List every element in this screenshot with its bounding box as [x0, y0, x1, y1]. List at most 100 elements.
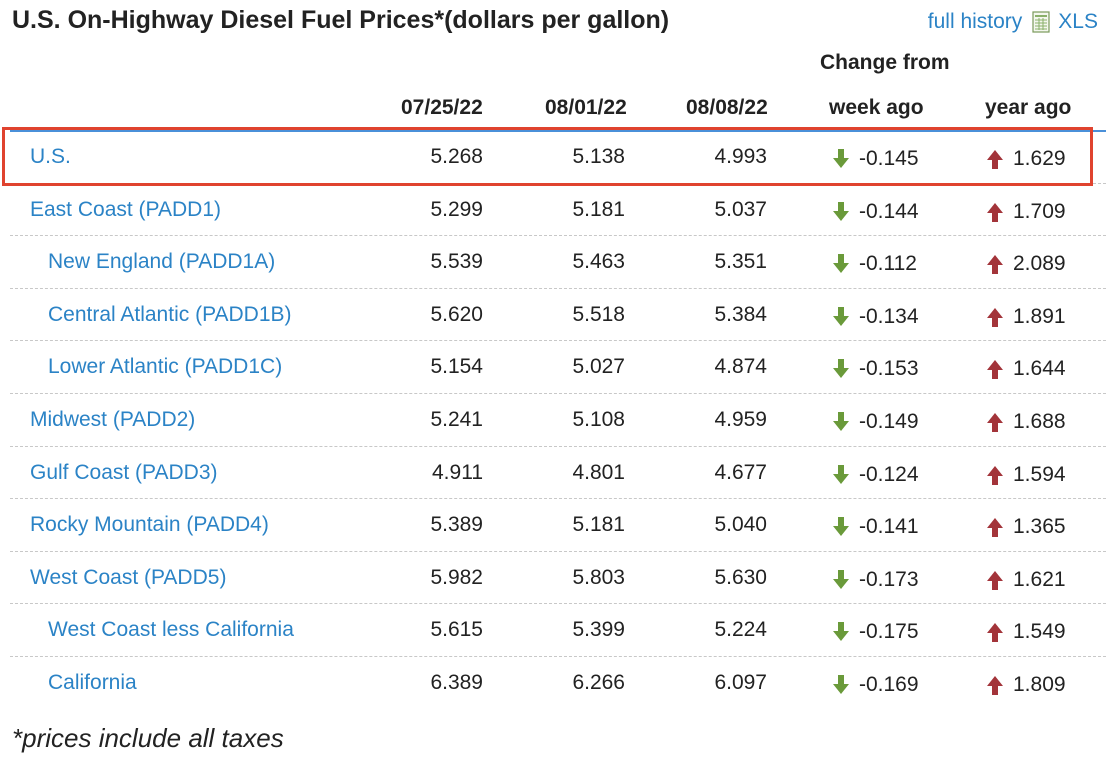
price-08-01-22: 5.181: [572, 513, 625, 537]
price-08-08-22: 5.224: [714, 618, 767, 642]
table-row: U.S. 5.268 5.138 4.993 -0.145 1.629: [10, 131, 1106, 184]
down-arrow-icon: [833, 674, 849, 694]
region-link[interactable]: California: [48, 670, 137, 694]
price-08-08-22: 4.874: [714, 355, 767, 379]
year-change-value: 1.709: [1013, 199, 1066, 223]
year-change-value: 1.629: [1013, 147, 1066, 170]
region-link[interactable]: West Coast (PADD5): [30, 565, 227, 589]
week-change-value: -0.134: [859, 304, 919, 328]
up-arrow-icon: [987, 360, 1003, 380]
down-arrow-icon: [833, 306, 849, 326]
week-change: -0.149: [832, 410, 919, 434]
column-header-week-ago: week ago: [829, 96, 924, 119]
week-change-value: -0.169: [859, 672, 919, 696]
week-change: -0.173: [832, 568, 919, 592]
region-link[interactable]: Lower Atlantic (PADD1C): [48, 355, 283, 379]
price-07-25-22: 6.389: [430, 670, 483, 694]
region-link[interactable]: Midwest (PADD2): [30, 407, 196, 431]
week-change-value: -0.149: [859, 409, 919, 433]
week-change-value: -0.141: [859, 515, 919, 539]
price-08-01-22: 6.266: [572, 670, 625, 694]
up-arrow-icon: [987, 307, 1003, 327]
price-08-01-22: 5.138: [572, 145, 625, 168]
up-arrow-icon: [987, 518, 1003, 538]
price-07-25-22: 5.154: [430, 355, 483, 379]
column-header-date-1: 07/25/22: [401, 96, 483, 119]
table-row: Rocky Mountain (PADD4) 5.389 5.181 5.040 -0.…: [10, 499, 1106, 552]
week-change: -0.141: [832, 515, 919, 539]
price-07-25-22: 4.911: [432, 460, 483, 484]
spreadsheet-icon[interactable]: [1032, 11, 1052, 33]
full-history-link[interactable]: full history: [927, 10, 1023, 33]
region-link[interactable]: West Coast less California: [48, 618, 294, 642]
table-row: Lower Atlantic (PADD1C) 5.154 5.027 4.874 -0…: [10, 341, 1106, 394]
week-change: -0.112: [832, 252, 917, 276]
price-07-25-22: 5.539: [430, 250, 483, 274]
down-arrow-icon: [833, 622, 849, 642]
page-title: U.S. On-Highway Diesel Fuel Prices*(doll…: [12, 6, 670, 34]
footnote: *prices include all taxes: [12, 723, 284, 753]
up-arrow-icon: [987, 255, 1003, 275]
year-change-value: 1.594: [1013, 462, 1066, 486]
price-08-01-22: 5.181: [572, 197, 625, 221]
year-change: 1.621: [986, 568, 1066, 592]
down-arrow-icon: [833, 201, 849, 221]
up-arrow-icon: [987, 412, 1003, 432]
year-change: 1.891: [986, 305, 1066, 329]
week-change: -0.145: [832, 147, 919, 171]
up-arrow-icon: [987, 623, 1003, 643]
year-change: 1.688: [986, 410, 1066, 434]
price-08-08-22: 5.630: [714, 565, 767, 589]
week-change-value: -0.124: [859, 462, 919, 486]
column-header-year-ago: year ago: [985, 96, 1072, 119]
year-change: 1.365: [986, 515, 1066, 539]
down-arrow-icon: [833, 254, 849, 274]
region-link[interactable]: New England (PADD1A): [48, 250, 276, 274]
week-change: -0.124: [832, 463, 919, 487]
price-08-01-22: 5.518: [572, 302, 625, 326]
region-link[interactable]: East Coast (PADD1): [30, 197, 221, 221]
price-07-25-22: 5.268: [430, 145, 483, 168]
region-link[interactable]: Central Atlantic (PADD1B): [48, 302, 292, 326]
week-change: -0.169: [832, 673, 919, 697]
table-row: Central Atlantic (PADD1B) 5.620 5.518 5.384…: [10, 289, 1106, 342]
week-change: -0.175: [832, 620, 919, 644]
xls-link[interactable]: XLS: [1058, 10, 1098, 33]
week-change-value: -0.144: [859, 199, 919, 223]
week-change: -0.134: [832, 305, 919, 329]
price-08-08-22: 4.959: [714, 407, 767, 431]
year-change-value: 1.365: [1013, 515, 1066, 539]
year-change: 1.709: [986, 200, 1066, 224]
region-link[interactable]: U.S.: [30, 145, 71, 168]
table-row: West Coast less California 5.615 5.399 5.22…: [10, 604, 1106, 657]
change-from-header: Change from: [820, 51, 950, 74]
price-08-01-22: 5.803: [572, 565, 625, 589]
header-links: full history XLS: [928, 10, 1098, 34]
year-change-value: 1.891: [1013, 304, 1066, 328]
week-change-value: -0.173: [859, 567, 919, 591]
down-arrow-icon: [833, 411, 849, 431]
price-08-08-22: 4.677: [714, 460, 767, 484]
year-change: 1.644: [986, 357, 1066, 381]
column-header-date-2: 08/01/22: [545, 96, 627, 119]
price-08-01-22: 5.399: [572, 618, 625, 642]
region-link[interactable]: Gulf Coast (PADD3): [30, 460, 218, 484]
week-change-value: -0.112: [859, 252, 917, 276]
year-change: 1.549: [986, 620, 1066, 644]
year-change-value: 1.688: [1013, 409, 1066, 433]
down-arrow-icon: [833, 464, 849, 484]
year-change: 1.629: [986, 147, 1066, 171]
price-08-01-22: 4.801: [572, 460, 625, 484]
year-change-value: 1.644: [1013, 357, 1066, 381]
price-07-25-22: 5.241: [430, 407, 483, 431]
table-row: West Coast (PADD5) 5.982 5.803 5.630 -0.173 1…: [10, 552, 1106, 605]
year-change-value: 1.549: [1013, 620, 1066, 644]
price-07-25-22: 5.389: [430, 513, 483, 537]
table-row: Midwest (PADD2) 5.241 5.108 4.959 -0.149 1.68…: [10, 394, 1106, 447]
price-07-25-22: 5.615: [430, 618, 483, 642]
region-link[interactable]: Rocky Mountain (PADD4): [30, 513, 269, 537]
week-change-value: -0.145: [859, 147, 919, 170]
year-change-value: 1.621: [1013, 567, 1066, 591]
week-change: -0.153: [832, 357, 919, 381]
year-change: 2.089: [986, 252, 1066, 276]
